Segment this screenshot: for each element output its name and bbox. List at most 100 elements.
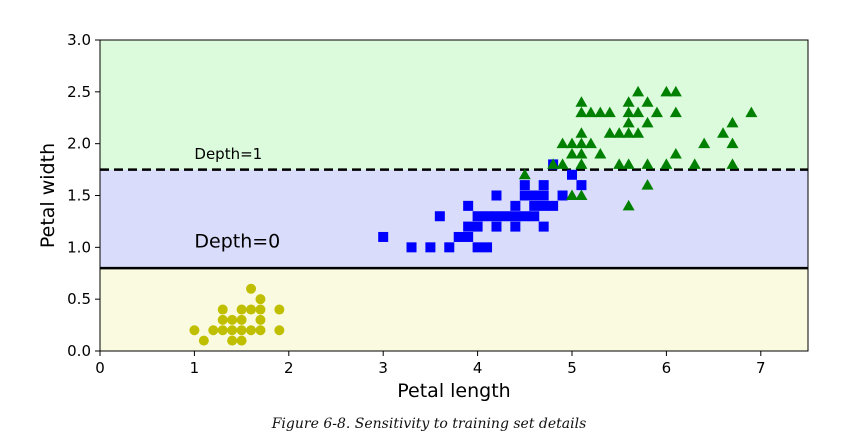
- circle-point: [274, 325, 285, 336]
- circle-point: [236, 314, 247, 325]
- y-tick-label: 2.5: [67, 83, 91, 101]
- circle-point: [246, 283, 257, 294]
- figure-caption: Figure 6-8. Sensitivity to training set …: [271, 416, 587, 432]
- triangle-point: [584, 137, 597, 149]
- x-tick-label: 1: [190, 359, 200, 377]
- circle-point: [236, 335, 247, 346]
- square-point: [425, 242, 436, 253]
- x-tick-label: 4: [473, 359, 483, 377]
- triangle-point: [584, 106, 597, 118]
- region-2: [100, 40, 808, 170]
- square-point: [529, 200, 540, 211]
- triangle-point: [660, 85, 673, 97]
- square-point: [463, 231, 474, 242]
- square-point: [567, 169, 577, 180]
- triangle-point: [745, 106, 758, 118]
- square-point: [491, 190, 502, 201]
- square-point: [538, 190, 549, 201]
- circle-point: [236, 304, 247, 315]
- circle-point: [274, 304, 285, 315]
- y-tick-label: 1.0: [67, 238, 91, 256]
- triangle-point: [575, 148, 588, 159]
- circle-point: [198, 335, 209, 346]
- square-point: [482, 211, 493, 222]
- triangle-point: [603, 106, 616, 118]
- square-point: [510, 211, 521, 222]
- depth-boundaries: Depth=0 Depth=1: [100, 145, 808, 270]
- triangle-point: [632, 85, 645, 97]
- circle-point: [208, 325, 219, 336]
- x-axis-label: Petal length: [397, 380, 510, 402]
- triangle-point: [698, 137, 711, 149]
- square-point: [463, 200, 474, 211]
- square-point: [538, 180, 549, 191]
- triangle-point: [726, 137, 739, 149]
- triangle-point: [641, 158, 654, 169]
- square-point: [472, 242, 483, 253]
- triangle-point: [566, 137, 578, 149]
- triangle-point: [641, 116, 654, 128]
- square-point: [491, 221, 502, 232]
- y-axis-label: Petal width: [37, 143, 59, 248]
- triangle-point: [556, 137, 569, 149]
- circle-point: [236, 325, 247, 336]
- decision-regions: [100, 40, 808, 351]
- triangle-point: [575, 137, 588, 149]
- triangle-point: [613, 127, 626, 138]
- x-tick-label: 0: [95, 359, 105, 377]
- square-point: [576, 180, 587, 191]
- triangle-point: [641, 96, 654, 107]
- triangle-point: [594, 148, 607, 159]
- triangle-point: [566, 189, 578, 200]
- triangle-point: [622, 106, 635, 118]
- triangle-point: [726, 158, 739, 169]
- y-tick-label: 0.0: [67, 342, 91, 360]
- triangle-point: [669, 106, 682, 118]
- triangle-point: [622, 127, 635, 138]
- square-point: [538, 221, 549, 232]
- triangle-point: [632, 127, 645, 138]
- triangle-point: [594, 106, 607, 118]
- triangle-point: [575, 106, 588, 118]
- square-point: [529, 211, 540, 222]
- triangle-point: [575, 96, 588, 107]
- triangle-point: [622, 96, 635, 107]
- circle-point: [246, 325, 257, 336]
- triangle-point: [688, 158, 701, 169]
- square-point: [538, 200, 549, 211]
- triangle-point: [622, 158, 635, 169]
- circle-point: [255, 304, 266, 315]
- circle-point: [227, 314, 238, 325]
- circle-point: [255, 294, 266, 305]
- boundary-label-0: Depth=0: [194, 230, 280, 252]
- triangle-point: [575, 189, 588, 200]
- square-point: [472, 211, 483, 222]
- decision-boundary-chart: Depth=0 Depth=1 0 1 2 3 4 5 6 7 0.0 0.5 1.0 1.5 2.0 2.…: [37, 31, 809, 402]
- square-point: [548, 200, 559, 211]
- square-point: [463, 221, 474, 232]
- square-point: [529, 190, 540, 201]
- y-tick-label: 1.5: [67, 187, 91, 205]
- square-point: [519, 211, 530, 222]
- square-point: [406, 242, 417, 253]
- square-point: [557, 190, 568, 201]
- triangle-point: [717, 127, 730, 138]
- triangle-point: [556, 158, 569, 169]
- boundary-label-1: Depth=1: [194, 145, 262, 163]
- x-tick-label: 3: [378, 359, 388, 377]
- y-tick-label: 2.0: [67, 135, 91, 153]
- circle-point: [217, 304, 228, 315]
- triangle-point: [575, 158, 588, 169]
- square-point: [500, 211, 511, 222]
- square-point: [510, 200, 521, 211]
- circle-point: [255, 314, 266, 325]
- square-point: [453, 231, 464, 242]
- x-tick-label: 2: [284, 359, 294, 377]
- axes: 0 1 2 3 4 5 6 7 0.0 0.5 1.0 1.5 2.0 2.5 3.0: [67, 31, 809, 377]
- triangle-point: [660, 158, 673, 169]
- square-point: [519, 190, 530, 201]
- x-tick-label: 5: [567, 359, 577, 377]
- triangle-point: [575, 127, 588, 138]
- x-tick-label: 6: [662, 359, 672, 377]
- triangle-point: [518, 168, 531, 180]
